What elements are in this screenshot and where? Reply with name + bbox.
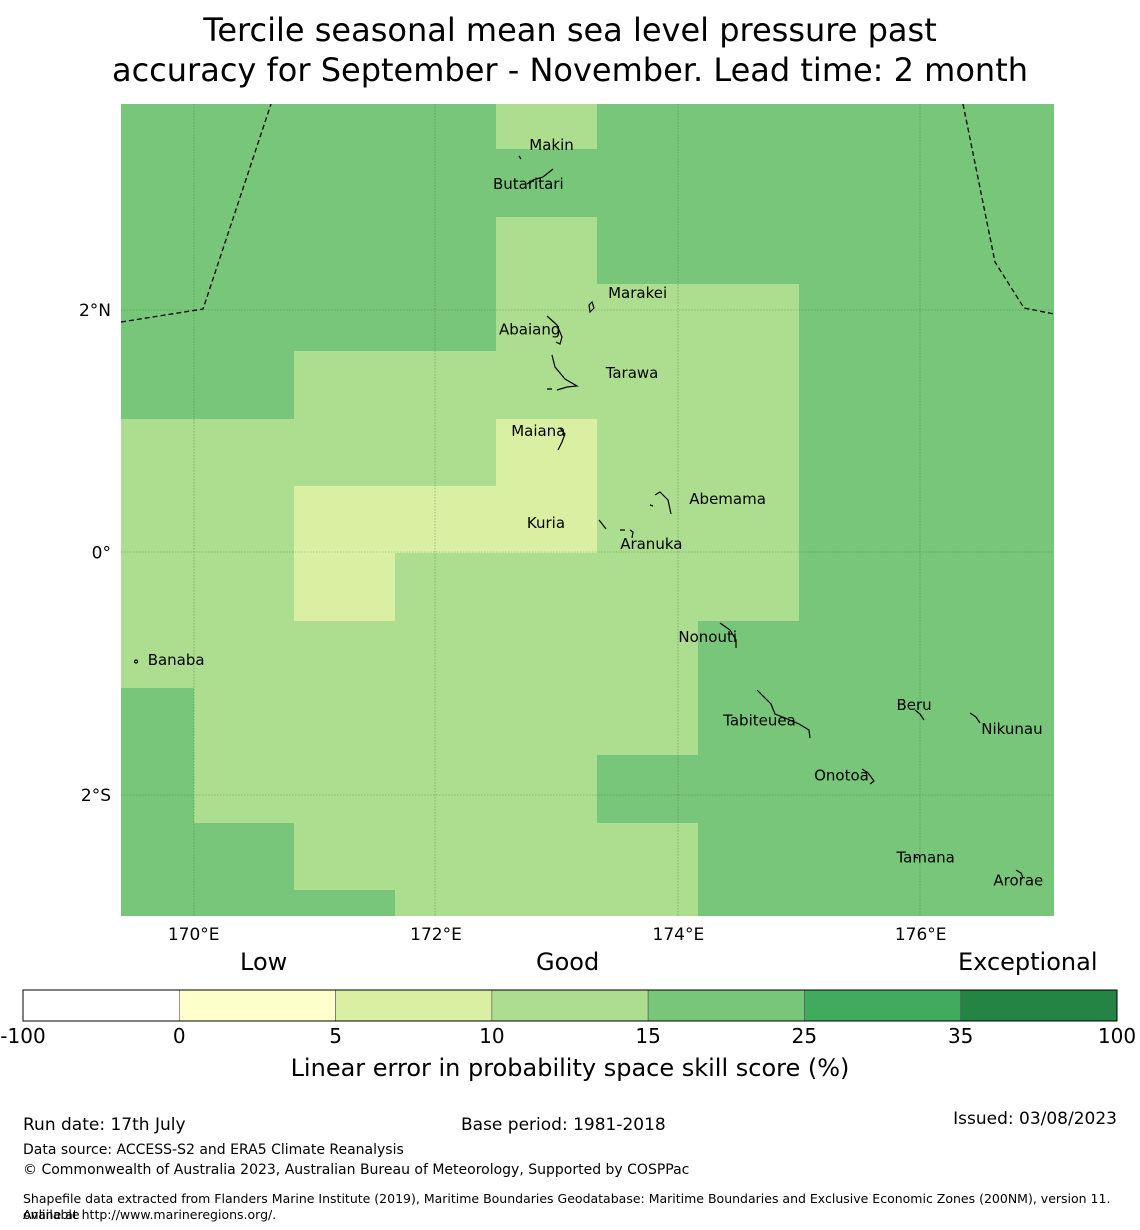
shapefile-credit-2: online at http://www.marineregions.org/.: [23, 1207, 277, 1222]
place-label-nonouti: Nonouti: [678, 628, 737, 646]
island-outlines: [134, 155, 1024, 879]
colorbar-tick-label: -100: [0, 1024, 46, 1048]
colorbar-tick-label: 15: [635, 1024, 661, 1048]
place-label-butaritari: Butaritari: [493, 175, 564, 193]
abaiang-outline: [546, 315, 563, 345]
kuria-outline: [598, 519, 634, 539]
place-label-tarawa: Tarawa: [605, 364, 659, 382]
map-title: Tercile seasonal mean sea level pressure…: [0, 10, 1140, 90]
lat-tick-label: 2°S: [81, 786, 111, 806]
colorbar-segments: [22, 989, 1118, 1022]
colorbar-segment: [960, 989, 1118, 1022]
colorbar-frame: [22, 989, 1118, 1022]
tabiteuea-outline: [756, 689, 811, 739]
run-date: Run date: 17th July: [23, 1115, 186, 1135]
place-label-abaiang: Abaiang: [499, 320, 560, 338]
colorbar-tick-label: 10: [479, 1024, 505, 1048]
category-good: Good: [536, 948, 600, 976]
colorbar-segment: [647, 989, 805, 1022]
grid-cell: [395, 755, 597, 916]
category-exceptional: Exceptional: [958, 948, 1098, 976]
place-label-marakei: Marakei: [608, 284, 667, 302]
place-label-banaba: Banaba: [148, 651, 205, 669]
colorbar-tick-label: 35: [947, 1024, 974, 1048]
maiana-outline: [557, 427, 566, 451]
colorbar-segment: [22, 989, 180, 1022]
colorbar-segment: [178, 989, 336, 1022]
place-label-kuria: Kuria: [527, 514, 565, 532]
eez-boundary-east: [962, 104, 1054, 315]
title-line-2: accuracy for September - November. Lead …: [111, 51, 1029, 89]
banaba-outline: [134, 659, 139, 664]
colorbar-segment: [804, 989, 962, 1022]
base-period: Base period: 1981-2018: [461, 1115, 666, 1135]
place-label-maiana: Maiana: [511, 422, 565, 440]
grid-cell: [496, 217, 597, 420]
nikunau-outline: [969, 712, 981, 724]
place-label-tamana: Tamana: [896, 849, 955, 867]
colorbar-segment: [491, 989, 649, 1022]
grid-cell: [496, 104, 597, 149]
place-label-nikunau: Nikunau: [981, 720, 1042, 738]
arorae-outline: [1015, 869, 1024, 879]
copyright: © Commonwealth of Australia 2023, Austra…: [23, 1162, 690, 1178]
graticule: [121, 104, 1054, 916]
colorbar-tick-label: 25: [791, 1024, 818, 1048]
lon-tick-label: 174°E: [653, 925, 705, 945]
eez-boundary-west: [121, 104, 272, 323]
grid-cell: [395, 553, 698, 755]
colorbar-tick-label: 100: [1097, 1024, 1137, 1048]
category-low: Low: [240, 948, 288, 976]
place-label-aranuka: Aranuka: [620, 535, 682, 553]
grid-cell: [496, 419, 597, 553]
colorbar-title: Linear error in probability space skill …: [290, 1054, 850, 1082]
place-label-onotoa: Onotoa: [814, 766, 869, 784]
grid-cell: [194, 688, 395, 823]
place-label-makin: Makin: [529, 136, 574, 154]
lat-tick-labels: 2°N 0° 2°S: [79, 301, 111, 806]
grid-cell: [121, 419, 294, 688]
issued-date: Issued: 03/08/2023: [953, 1109, 1117, 1129]
tamana-outline: [914, 856, 919, 859]
grid-cell: [294, 553, 395, 621]
grid-cell: [294, 351, 496, 486]
place-label-abemama: Abemama: [689, 490, 766, 508]
lon-tick-labels: 170°E 172°E 174°E 176°E: [168, 925, 947, 945]
beru-outline: [914, 709, 925, 721]
place-labels: Makin Butaritari Marakei Abaiang Tarawa Maian…: [148, 136, 1044, 890]
lon-tick-label: 176°E: [895, 925, 947, 945]
title-line-1: Tercile seasonal mean sea level pressure…: [203, 11, 937, 49]
grid-cell: [294, 486, 496, 553]
colorbar-segment: [335, 989, 493, 1022]
skill-score-map: Makin Butaritari Marakei Abaiang Tarawa Maian…: [79, 104, 1054, 945]
colorbar-tick-label: 0: [172, 1024, 186, 1048]
colorbar: [22, 989, 1118, 1022]
data-source: Data source: ACCESS-S2 and ERA5 Climate …: [23, 1142, 404, 1158]
eez-boundary: [121, 104, 1054, 323]
butaritari-outline: [526, 168, 554, 185]
onotoa-outline: [861, 768, 875, 785]
nonouti-outline: [719, 622, 737, 648]
lat-tick-label: 0°: [92, 543, 111, 563]
lon-tick-label: 172°E: [410, 925, 462, 945]
shapefile-credit-1: Shapefile data extracted from Flanders M…: [23, 1191, 1111, 1222]
tarawa-outline: [547, 354, 579, 391]
lon-tick-label: 170°E: [168, 925, 220, 945]
lat-tick-label: 2°N: [79, 301, 111, 321]
abemama-outline: [649, 491, 672, 515]
place-label-arorae: Arorae: [993, 872, 1043, 890]
makin-outline: [518, 155, 522, 160]
marakei-outline: [588, 300, 595, 314]
place-label-beru: Beru: [897, 696, 932, 714]
colorbar-tick-label: 5: [329, 1024, 342, 1048]
skill-grid: [121, 104, 1054, 916]
grid-cell: [597, 823, 698, 916]
place-label-tabiteuea: Tabiteuea: [722, 712, 796, 730]
